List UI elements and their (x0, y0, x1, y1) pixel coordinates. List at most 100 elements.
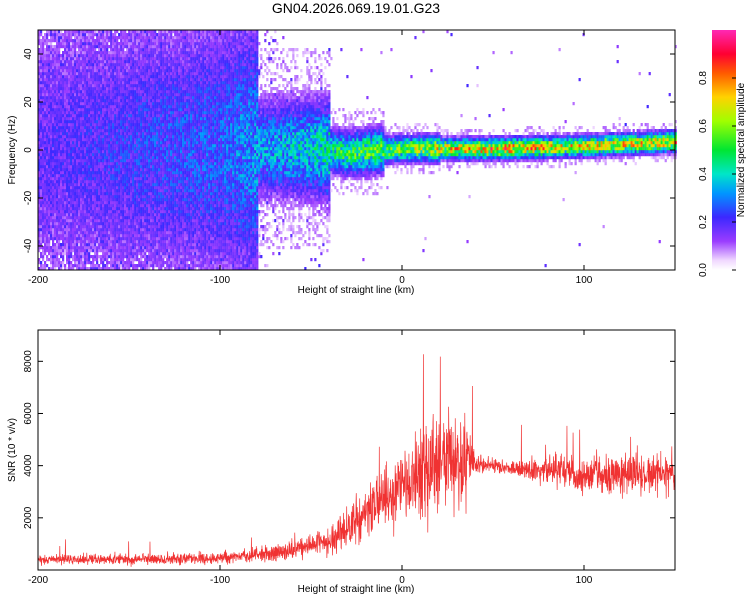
spectrogram-cell (162, 186, 165, 190)
spectrogram-cell (156, 144, 159, 148)
spectrogram-cell (50, 138, 53, 142)
spectrogram-cell (44, 246, 47, 250)
spectrogram-cell (40, 69, 43, 73)
spectrogram-cell (120, 114, 123, 118)
spectrogram-cell (120, 39, 123, 43)
spectrogram-cell (82, 162, 85, 166)
spectrogram-cell (84, 171, 87, 175)
spectrogram-cell (114, 189, 117, 193)
spectrogram-cell (90, 51, 93, 55)
spectrogram-cell (120, 45, 123, 49)
spectrogram-cell (116, 108, 119, 112)
spectrogram-cell (114, 87, 117, 91)
spectrogram-cell (82, 123, 85, 127)
spectrogram-cell (156, 138, 159, 142)
spectrogram-cell (70, 255, 73, 259)
spectrogram-cell (138, 96, 141, 100)
spectrogram-cell (76, 168, 79, 172)
spectrogram-cell (122, 66, 125, 70)
spectrogram-cell (56, 114, 59, 118)
spectrogram-cell (116, 252, 119, 256)
spectrogram-cell (142, 255, 145, 259)
spectrogram-cell (56, 99, 59, 103)
spectrogram-cell (102, 264, 105, 268)
spectrogram-cell (42, 117, 45, 121)
spectrogram-cell (50, 162, 53, 166)
spectrogram-cell (114, 117, 117, 121)
spectrogram-cell (104, 120, 107, 124)
spectrogram-cell (84, 39, 87, 43)
spectrogram-cell (152, 93, 155, 97)
spectrogram-cell (148, 48, 151, 52)
spectrogram-cell (146, 141, 149, 145)
spectrogram-cell (66, 117, 69, 121)
spectrogram-cell (74, 228, 77, 232)
spectrogram-cell (130, 141, 133, 145)
spectrogram-cell (116, 75, 119, 79)
spectrogram-cell (130, 102, 133, 106)
spectrogram-cell (140, 201, 143, 205)
spectrogram-cell (50, 210, 53, 214)
spectrogram-cell (50, 174, 53, 178)
spectrogram-cell (156, 102, 159, 106)
spectrogram-cell (58, 264, 61, 268)
spectrogram-cell (70, 48, 73, 52)
spectrogram-cell (72, 234, 75, 238)
spectrogram-cell (40, 243, 43, 247)
spectrogram-cell (118, 192, 121, 196)
spectrogram-cell (68, 135, 71, 139)
spectrogram-cell (162, 234, 165, 238)
spectrogram-cell (56, 234, 59, 238)
spectrogram-cell (48, 48, 51, 52)
spectrogram-cell (66, 138, 69, 142)
spectrogram-cell (116, 249, 119, 253)
spectrogram-cell (38, 60, 41, 64)
spectrogram-cell (158, 144, 161, 148)
spectrogram-cell (82, 153, 85, 157)
spectrogram-cell (122, 198, 125, 202)
spectrogram-cell (110, 198, 113, 202)
spectrogram-cell (84, 207, 87, 211)
spectrogram-cell (162, 138, 165, 142)
spectrogram-cell (86, 123, 89, 127)
spectrogram-cell (136, 120, 139, 124)
spectrogram-cell (50, 189, 53, 193)
spectrogram-cell (100, 105, 103, 109)
spectrogram-cell (38, 147, 41, 151)
spectrogram-cell (40, 33, 43, 37)
spectrogram-cell (68, 72, 71, 76)
spectrogram-cell (120, 168, 123, 172)
spectrogram-cell (110, 207, 113, 211)
spectrogram-cell (104, 228, 107, 232)
spectrogram-cell (108, 87, 111, 91)
spectrogram-cell (156, 66, 159, 70)
spectrogram-cell (90, 183, 93, 187)
spectrogram-cell (162, 258, 165, 262)
spectrogram-cell (120, 54, 123, 58)
spectrogram-cell (94, 147, 97, 151)
spectrogram-cell (106, 255, 109, 259)
spectrogram-cell (114, 207, 117, 211)
spectrogram-cell (92, 144, 95, 148)
spectrogram-cell (152, 168, 155, 172)
spectrogram-cell (112, 66, 115, 70)
spectrogram-cell (54, 144, 57, 148)
spectrogram-cell (108, 120, 111, 124)
spectrogram-cell (70, 90, 73, 94)
spectrogram-cell (146, 207, 149, 211)
spectrogram-cell (144, 84, 147, 88)
spectrogram-cell (162, 216, 165, 220)
spectrogram-cell (146, 78, 149, 82)
spectrogram-cell (142, 219, 145, 223)
spectrogram-cell (132, 165, 135, 169)
spectrogram-cell (56, 126, 59, 130)
spectrogram-cell (98, 156, 101, 160)
spectrogram-cell (128, 156, 131, 160)
spectrogram-cell (50, 87, 53, 91)
spectrogram-cell (138, 75, 141, 79)
spectrogram-cell (82, 243, 85, 247)
spectrogram-cell (38, 204, 41, 208)
spectrogram-cell (118, 162, 121, 166)
spectrogram-cell (80, 240, 83, 244)
spectrogram-cell (52, 120, 55, 124)
